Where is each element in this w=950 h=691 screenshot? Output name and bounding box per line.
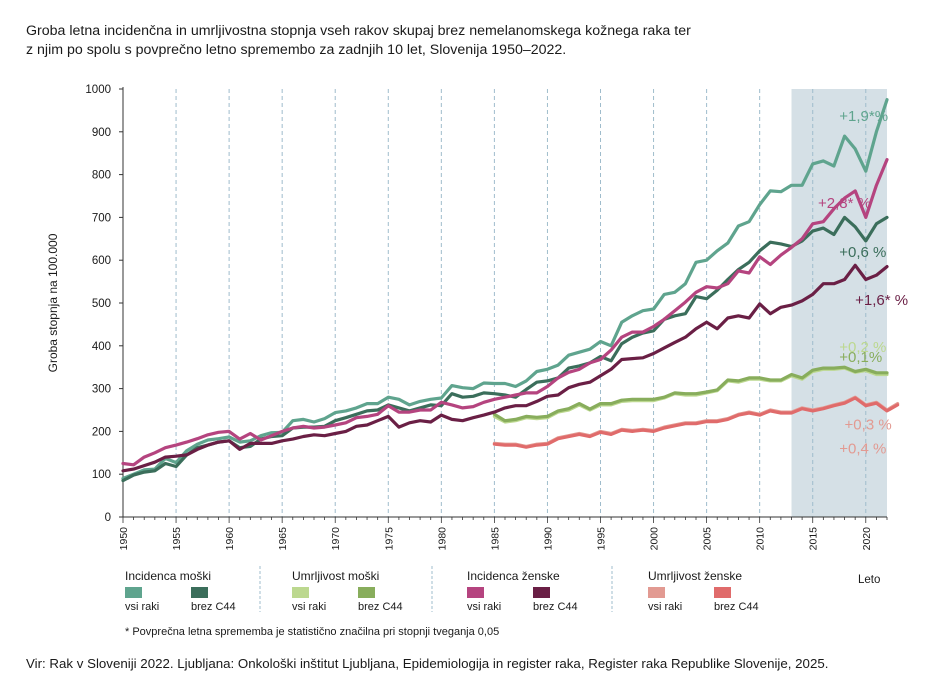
y-tick-label: 800 [92, 170, 111, 182]
change-annotation: +1,9*% [839, 108, 888, 125]
series-line [121, 98, 889, 481]
chart-title-line-1: Groba letna incidenčna in umrljivostna s… [26, 23, 691, 39]
legend-group-title: Incidenca moški [125, 569, 211, 583]
x-tick-label: 2020 [861, 527, 873, 551]
x-tick-label: 1990 [542, 527, 554, 551]
y-tick-label: 0 [105, 512, 111, 524]
change-annotation: +0,4 % [839, 441, 886, 458]
y-tick-label: 500 [92, 298, 111, 310]
highlight-region [791, 89, 887, 517]
legend-label: brez C44 [533, 601, 578, 613]
x-tick-label: 2005 [702, 527, 714, 551]
footnote: * Povprečna letna sprememba je statistič… [125, 626, 499, 638]
x-tick-label: 1985 [489, 527, 501, 551]
x-tick-label: 1950 [118, 527, 130, 551]
y-tick-label: 100 [92, 469, 111, 481]
legend-group-title: Incidenca ženske [467, 569, 560, 583]
source-note: Vir: Rak v Sloveniji 2022. Ljubljana: On… [26, 656, 829, 671]
legend-label: brez C44 [358, 601, 403, 613]
x-tick-label: 1960 [224, 527, 236, 551]
y-tick-label: 400 [92, 341, 111, 353]
legend-label: vsi raki [292, 601, 326, 613]
legend-label: vsi raki [648, 601, 682, 613]
legend-label: brez C44 [714, 601, 759, 613]
series-line [121, 215, 889, 483]
y-axis-label: Groba stopnja na 100.000 [46, 233, 60, 372]
chart-title-line-2: z njim po spolu s povprečno letno spreme… [26, 42, 567, 58]
legend-swatch [714, 587, 731, 598]
change-annotation: +0,1% [839, 349, 882, 366]
legend-swatch [533, 587, 550, 598]
legend-swatch [125, 587, 142, 598]
x-tick-label: 2000 [649, 527, 661, 551]
x-tick-label: 1975 [383, 527, 395, 551]
series-line [492, 365, 889, 423]
x-tick-label: 2010 [755, 527, 767, 551]
x-tick-label: 1980 [436, 527, 448, 551]
x-tick-label: 1970 [330, 527, 342, 551]
change-annotation: +2,8* % [818, 195, 871, 212]
change-annotation: +0,6 % [839, 244, 886, 261]
series-line [121, 158, 889, 467]
series-line [492, 396, 900, 449]
legend-label: vsi raki [125, 601, 159, 613]
x-tick-label: 1995 [596, 527, 608, 551]
y-tick-label: 600 [92, 255, 111, 267]
legend-swatch [648, 587, 665, 598]
legend-label: vsi raki [467, 601, 501, 613]
legend-label: brez C44 [191, 601, 236, 613]
y-tick-label: 200 [92, 426, 111, 438]
x-tick-label: 2015 [808, 527, 820, 551]
y-tick-label: 1000 [85, 84, 111, 96]
legend-group-title: Umrljivost ženske [648, 569, 742, 583]
legend-swatch [191, 587, 208, 598]
change-annotation: +0,2 % [839, 339, 886, 356]
series-line [121, 263, 889, 473]
x-tick-label: 1965 [277, 527, 289, 551]
y-tick-label: 700 [92, 212, 111, 224]
legend-group-title: Umrljivost moški [292, 569, 379, 583]
change-annotation: +1,6* % [855, 292, 908, 309]
y-tick-label: 300 [92, 384, 111, 396]
x-tick-label: 1955 [171, 527, 183, 551]
legend-swatch [292, 587, 309, 598]
y-tick-label: 900 [92, 127, 111, 139]
legend-swatch [467, 587, 484, 598]
x-axis-label: Leto [858, 574, 880, 586]
change-annotation: +0,3 % [845, 416, 892, 433]
chart-title: Groba letna incidenčna in umrljivostna s… [26, 22, 746, 60]
legend-swatch [358, 587, 375, 598]
